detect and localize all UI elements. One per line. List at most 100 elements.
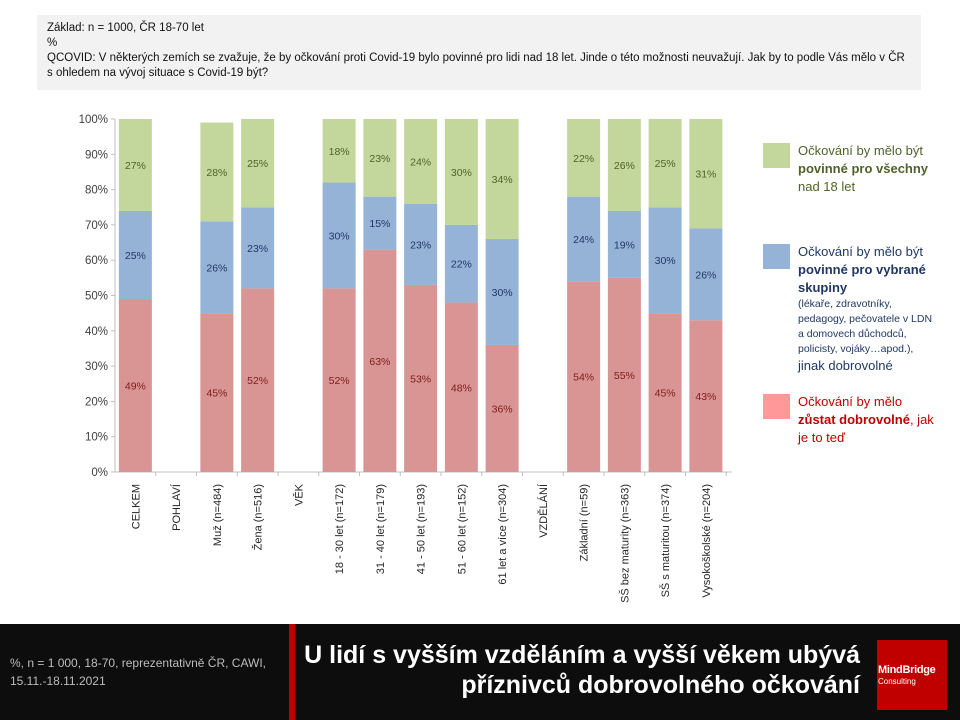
category-label: VĚK	[292, 483, 305, 506]
y-tick-label: 40%	[85, 326, 108, 338]
bar-segment-red	[444, 302, 478, 472]
bar-segment-blue	[485, 239, 519, 345]
category-label: Základní (n=59)	[579, 484, 591, 561]
bar-segment-green	[567, 119, 601, 197]
data-label-red: 54%	[573, 372, 594, 384]
data-label-blue: 30%	[329, 230, 350, 242]
category-label: 31 - 40 let (n=179)	[375, 484, 387, 574]
footer-note: %, n = 1 000, 18-70, reprezentativně ČR,…	[10, 656, 267, 688]
category-label: CELKEM	[130, 484, 142, 529]
y-tick-label: 100%	[79, 114, 108, 126]
bar-segment-blue	[444, 224, 478, 303]
legend-blue-bold: povinné pro vybrané skupiny	[798, 262, 926, 295]
data-label-red: 48%	[451, 382, 472, 394]
stacked-bar-chart: 0% 10% 20% 30% 40% 50% 60% 70% 80% 90% 100% 49% 25% 2…	[79, 114, 732, 603]
bar-segment-red	[567, 281, 601, 472]
category-label: VZDĚLÁNÍ	[537, 483, 550, 538]
base-note: Základ: n = 1000, ČR 18-70 let	[47, 22, 204, 34]
y-tick-label: 50%	[85, 291, 108, 303]
bar-segment-green	[322, 119, 356, 183]
bar-segment-red	[363, 249, 397, 472]
data-label-green: 25%	[247, 158, 268, 170]
data-label-green: 24%	[410, 156, 431, 168]
question-text: QCOVID: V některých zemích se zvažuje, ž…	[47, 52, 905, 79]
bar-segment-red	[322, 288, 356, 472]
legend-item-green: Očkování by mělo být povinné pro všechny…	[763, 143, 938, 203]
data-label-green: 34%	[492, 174, 513, 186]
y-tick-label: 20%	[85, 396, 108, 408]
category-label: 51 - 60 let (n=152)	[456, 484, 468, 574]
data-label-blue: 25%	[125, 250, 146, 262]
y-tick-label: 30%	[85, 361, 108, 373]
bar-segment-red	[200, 313, 234, 472]
y-tick-label: 60%	[85, 255, 108, 267]
data-label-red: 49%	[125, 381, 146, 393]
data-label-red: 55%	[614, 370, 635, 382]
bar-segment-green	[607, 119, 641, 211]
data-label-blue: 26%	[695, 269, 716, 281]
legend-green-post: nad 18 let	[798, 179, 856, 194]
y-tick-label: 70%	[85, 220, 108, 232]
bar-segment-blue	[567, 196, 601, 282]
y-tick-label: 90%	[85, 149, 108, 161]
logo-sub: Consulting	[878, 677, 916, 686]
legend-swatch-blue	[763, 244, 790, 269]
bar-segment-blue	[648, 207, 682, 314]
legend-item-red: Očkování by mělo zůstat dobrovolné, jak …	[763, 394, 938, 454]
legend-green-bold: povinné pro všechny	[798, 161, 929, 176]
logo-name: MindBridge	[878, 664, 936, 676]
y-tick-label: 0%	[91, 467, 108, 479]
data-label-green: 27%	[125, 160, 146, 172]
data-label-red: 45%	[655, 388, 676, 400]
data-label-red: 36%	[492, 403, 513, 415]
bar-segment-green	[648, 119, 682, 208]
bar-segment-green	[485, 119, 519, 240]
legend-swatch-green	[763, 143, 790, 168]
bar-segment-green	[363, 119, 397, 197]
bar-segment-blue	[363, 196, 397, 250]
bar-segment-red	[648, 313, 682, 472]
data-label-red: 43%	[695, 391, 716, 403]
bar-segment-green	[404, 119, 438, 204]
data-label-blue: 30%	[492, 287, 513, 299]
legend-red-post: , jak je to teď	[798, 412, 934, 445]
bar-segment-green	[689, 119, 723, 229]
data-label-blue: 22%	[451, 259, 472, 271]
category-label: SŠ s maturitou (n=374)	[659, 484, 672, 597]
bar-segment-blue	[241, 207, 275, 289]
data-label-blue: 26%	[206, 262, 227, 274]
bar-segment-blue	[322, 182, 356, 289]
data-label-red: 63%	[369, 356, 390, 368]
bar-segment-blue	[689, 228, 723, 321]
category-label: 41 - 50 let (n=193)	[416, 484, 428, 574]
legend-red-pre: Očkování by mělo	[798, 394, 903, 409]
bar-segment-red	[241, 288, 275, 472]
data-label-green: 31%	[695, 169, 716, 181]
legend-swatch-red	[763, 394, 790, 419]
data-label-blue: 15%	[369, 218, 390, 230]
data-label-green: 22%	[573, 153, 594, 165]
legend-label-green: Očkování by mělo být povinné pro všechny…	[798, 142, 938, 196]
category-label: POHLAVÍ	[170, 483, 183, 531]
data-label-blue: 23%	[410, 239, 431, 251]
bar-segment-blue	[404, 203, 438, 285]
data-label-red: 53%	[410, 373, 431, 385]
mindbridge-logo: MindBridge Consulting	[877, 640, 947, 710]
footer: %, n = 1 000, 18-70, reprezentativně ČR,…	[0, 624, 960, 720]
bar-segment-red	[485, 344, 519, 472]
data-label-red: 45%	[206, 388, 227, 400]
data-label-blue: 19%	[614, 239, 635, 251]
data-label-blue: 23%	[247, 243, 268, 255]
question-box: Základ: n = 1000, ČR 18-70 let % QCOVID:…	[37, 15, 921, 90]
data-label-green: 30%	[451, 167, 472, 179]
data-label-green: 18%	[329, 146, 350, 158]
footer-title: U lidí s vyšším vzděláním a vyšší věkem …	[304, 641, 860, 699]
data-label-blue: 30%	[655, 255, 676, 267]
bar-segment-blue	[200, 221, 234, 314]
data-label-red: 52%	[329, 375, 350, 387]
data-label-green: 28%	[206, 167, 227, 179]
bar-segment-green	[200, 122, 234, 222]
data-label-green: 26%	[614, 160, 635, 172]
legend-blue-pre: Očkování by mělo být	[798, 244, 923, 259]
legend-blue-post: jinak dobrovolné	[798, 358, 893, 373]
